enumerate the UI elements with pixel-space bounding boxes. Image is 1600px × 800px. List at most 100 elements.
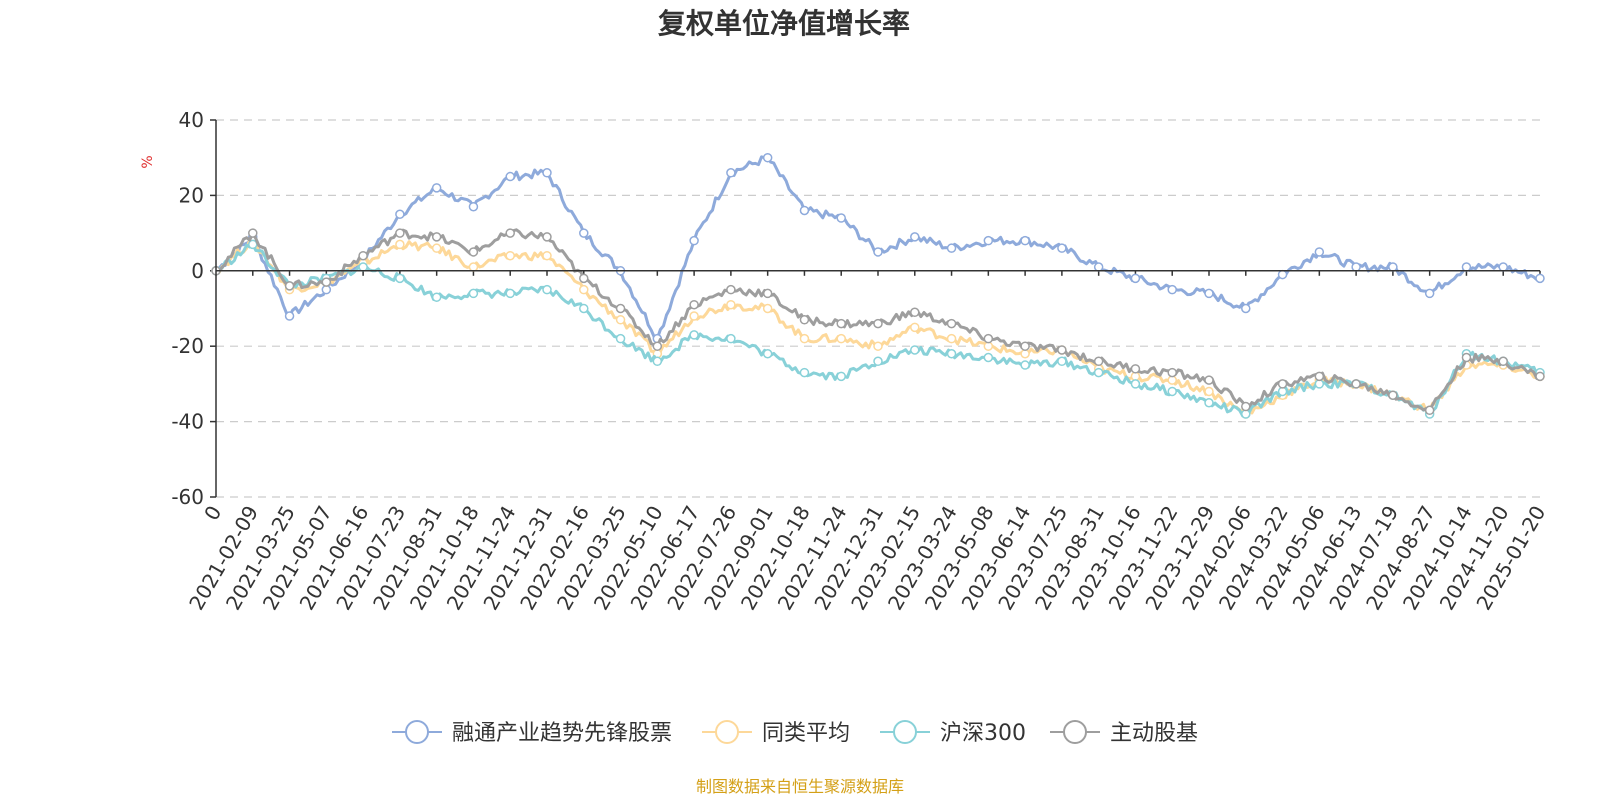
data-source-note: 制图数据来自恒生聚源数据库: [696, 777, 904, 796]
data-point: [468, 247, 479, 257]
data-point: [689, 235, 699, 246]
data-point: [395, 209, 405, 219]
y-tick-label: -20: [171, 334, 204, 358]
series-0: [211, 152, 1545, 344]
y-tick-label: 20: [179, 183, 204, 207]
data-point: [1167, 367, 1177, 378]
data-point: [1535, 273, 1545, 284]
data-point: [983, 235, 994, 246]
series-lines: [211, 152, 1545, 419]
data-point: [321, 277, 332, 287]
y-tick-label: 0: [191, 259, 204, 283]
data-point: [395, 239, 405, 250]
data-point: [1130, 379, 1141, 389]
data-point: [579, 273, 589, 284]
data-point: [762, 288, 773, 299]
data-point: [946, 333, 957, 344]
data-point: [1277, 379, 1288, 389]
data-point: [946, 348, 957, 359]
data-point: [1204, 288, 1214, 299]
legend-label: 融通产业趋势先锋股票: [452, 721, 672, 746]
data-point: [1130, 273, 1141, 284]
data-point: [726, 168, 736, 178]
data-point: [1057, 243, 1067, 253]
series-3: [211, 228, 1545, 416]
legend-circle-icon: [893, 720, 917, 744]
data-point: [505, 228, 515, 238]
data-point: [431, 232, 442, 242]
data-point: [910, 307, 920, 318]
data-point: [726, 333, 736, 344]
data-point: [542, 250, 552, 261]
data-point: [1461, 262, 1472, 272]
data-point: [910, 345, 920, 355]
data-point: [1498, 262, 1508, 272]
data-point: [542, 168, 552, 178]
data-point: [1535, 371, 1545, 382]
data-point: [1498, 356, 1508, 367]
legend-circle-icon: [1063, 720, 1087, 744]
data-point: [1204, 398, 1214, 408]
data-point: [799, 367, 810, 378]
data-point: [615, 315, 626, 325]
data-point: [505, 171, 515, 182]
data-point: [1057, 345, 1067, 355]
data-point: [1204, 386, 1214, 397]
data-point: [836, 333, 846, 344]
data-point: [579, 284, 589, 295]
data-point: [946, 318, 957, 329]
legend-item-0[interactable]: 融通产业趋势先锋股票: [392, 720, 672, 746]
data-point: [468, 201, 479, 212]
data-point: [1093, 262, 1104, 272]
data-point: [726, 299, 736, 310]
data-point: [1130, 364, 1141, 374]
y-tick-label: 40: [179, 108, 204, 132]
data-point: [542, 284, 552, 295]
data-point: [1093, 367, 1104, 378]
y-axis-ticks: 40 20 0 -20 -40 -60: [171, 108, 216, 509]
data-point: [358, 250, 368, 261]
legend-item-2[interactable]: 沪深300: [880, 720, 1026, 746]
data-point: [799, 333, 810, 344]
data-point: [1204, 375, 1214, 385]
data-point: [873, 247, 883, 257]
data-point: [1314, 247, 1325, 257]
data-point: [946, 243, 957, 253]
data-point: [799, 315, 810, 325]
legend-circle-icon: [715, 720, 739, 744]
legend-label: 沪深300: [940, 721, 1026, 746]
data-point: [1241, 401, 1251, 412]
data-point: [505, 288, 515, 299]
x-tick-label: 0: [199, 502, 226, 525]
legend-item-3[interactable]: 主动股基: [1050, 720, 1198, 746]
data-point: [689, 330, 699, 340]
data-point: [910, 232, 920, 242]
y-tick-label: -60: [171, 485, 204, 509]
data-point: [836, 318, 846, 329]
data-point: [468, 262, 479, 272]
data-point: [689, 299, 699, 310]
data-point: [689, 311, 699, 321]
data-point: [395, 228, 405, 238]
gridlines: [216, 119, 1540, 498]
data-point: [762, 348, 773, 359]
data-point: [1388, 262, 1398, 272]
legend-circle-icon: [405, 720, 429, 744]
data-point: [615, 333, 626, 344]
legend-label: 主动股基: [1110, 721, 1198, 746]
data-point: [799, 205, 810, 216]
data-point: [1093, 356, 1104, 367]
data-point: [983, 352, 994, 363]
legend-label: 同类平均: [762, 721, 850, 746]
data-point: [615, 303, 626, 314]
data-point: [652, 356, 663, 367]
data-point: [505, 250, 515, 261]
data-point: [284, 311, 295, 321]
data-point: [1351, 379, 1361, 389]
legend-item-1[interactable]: 同类平均: [702, 720, 850, 746]
data-point: [910, 322, 920, 333]
data-point: [542, 232, 552, 242]
data-point: [1167, 284, 1177, 295]
data-point: [468, 288, 479, 299]
